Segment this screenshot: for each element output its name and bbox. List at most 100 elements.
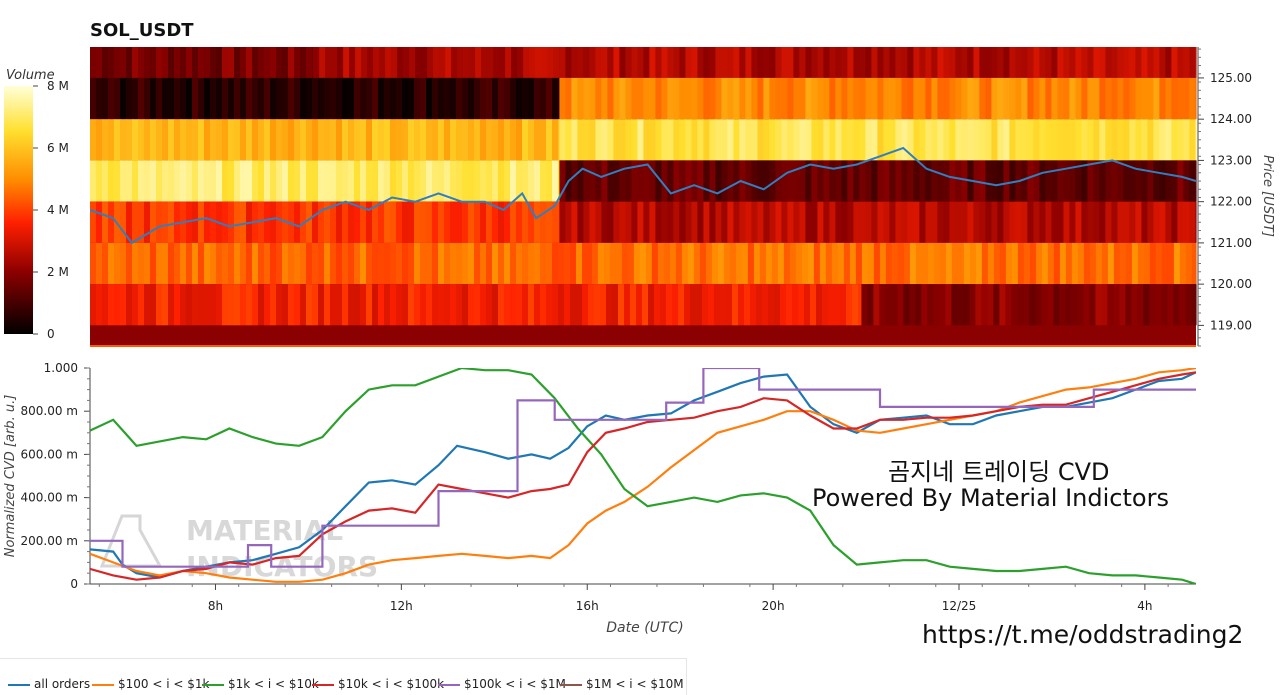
heatmap-cell (559, 47, 566, 78)
heatmap-cell (192, 77, 199, 120)
heatmap-cell (144, 242, 151, 285)
heatmap-cell (871, 119, 878, 161)
heatmap-cell (150, 47, 157, 78)
heatmap-cell (438, 201, 445, 243)
heatmap-cell (349, 47, 356, 78)
heatmap-cell (342, 77, 349, 120)
price-axis-label: Price [USDT] (1260, 155, 1275, 237)
heatmap-cell (913, 77, 920, 120)
heatmap-cell (366, 160, 373, 202)
heatmap-cell (1107, 284, 1114, 326)
heatmap-cell (1069, 119, 1076, 161)
heatmap-cell (805, 160, 812, 202)
heatmap-cell (468, 284, 475, 326)
heatmap-cell (186, 201, 193, 243)
heatmap-cell (408, 160, 415, 202)
heatmap-cell (879, 242, 887, 285)
heatmap-cell (985, 201, 992, 243)
heatmap-cell (408, 119, 415, 161)
heatmap-cell (1065, 284, 1072, 326)
heatmap-cell (757, 201, 764, 243)
heatmap-cell (655, 160, 662, 202)
heatmap-cell (474, 201, 481, 243)
heatmap-cell (366, 201, 373, 243)
heatmap-cell (451, 47, 458, 78)
heatmap-cell (853, 201, 860, 243)
heatmap-cell (216, 119, 223, 161)
heatmap-cell (535, 47, 542, 78)
heatmap-cell (831, 242, 839, 285)
legend-item[interactable]: all orders (8, 677, 90, 691)
heatmap-cell (685, 77, 692, 120)
heatmap-cell (1063, 119, 1070, 161)
heatmap-cell (915, 242, 923, 285)
heatmap-cell (817, 160, 824, 202)
legend-item[interactable]: $10k < i < $100k (312, 677, 444, 691)
heatmap-cell (528, 119, 535, 161)
heatmap-cell (589, 47, 596, 78)
heatmap-cell (138, 77, 145, 120)
heatmap-cell (691, 47, 698, 78)
heatmap-cell (1165, 201, 1172, 243)
heatmap-cell (324, 201, 331, 243)
heatmap-cell (132, 242, 139, 285)
heatmap-cell (991, 47, 998, 78)
heatmap-cell (979, 201, 986, 243)
heatmap-cell (516, 77, 523, 120)
colorbar-tick-label: 4 M (47, 203, 69, 217)
heatmap-cell (180, 242, 187, 285)
heatmap-cell (793, 160, 800, 202)
heatmap-cell (762, 284, 769, 326)
heatmap-cell (180, 284, 187, 326)
heatmap-cell (120, 284, 127, 326)
legend-item[interactable]: $100 < i < $1k (92, 677, 209, 691)
heatmap-cell (564, 242, 571, 285)
heatmap-cell (1123, 47, 1130, 78)
price-line (90, 146, 1196, 245)
heatmap-cell (432, 201, 439, 243)
heatmap-cell (697, 47, 704, 78)
heatmap-cell (1111, 119, 1118, 161)
heatmap-cell (649, 47, 656, 78)
heatmap-cell (504, 119, 511, 161)
heatmap-cell (444, 119, 451, 161)
heatmap-cell (1123, 160, 1130, 202)
legend-swatch (92, 683, 114, 686)
heatmap-cell (829, 201, 836, 243)
heatmap-cell (1173, 284, 1180, 326)
heatmap-cell (540, 77, 547, 120)
heatmap-cell (943, 47, 950, 78)
heatmap-cell (528, 201, 535, 243)
legend-item[interactable]: $100k < i < $1M (438, 677, 566, 691)
heatmap-cell (210, 119, 217, 161)
heatmap-cell (1171, 201, 1178, 243)
heatmap-cell (703, 77, 710, 120)
heatmap-cell (318, 160, 325, 202)
heatmap-cell (715, 47, 722, 78)
legend-item[interactable]: $1k < i < $10k (202, 677, 319, 691)
heatmap-cell (1117, 119, 1124, 161)
heatmap-cell (949, 47, 956, 78)
price-axis-tick-label: 125.00 (1210, 71, 1252, 85)
heatmap-cell (655, 77, 662, 120)
heatmap-cell (1195, 77, 1197, 120)
heatmap-cell (999, 284, 1006, 326)
cvd-x-tick-label: 16h (576, 599, 599, 613)
heatmap-cell (873, 284, 880, 326)
heatmap-cell (210, 77, 217, 120)
legend-label: $1k < i < $10k (228, 677, 319, 691)
heatmap-cell (1155, 242, 1163, 285)
heatmap-cell (1087, 119, 1094, 161)
heatmap-cell (360, 77, 367, 120)
heatmap-cell (270, 77, 277, 120)
heatmap-cell (649, 77, 656, 120)
heatmap-cell (96, 47, 103, 78)
heatmap-cell (1059, 284, 1066, 326)
heatmap-cell (234, 47, 241, 78)
heatmap-cell (336, 77, 343, 120)
heatmap-cell (733, 77, 740, 120)
heatmap-cell (480, 201, 487, 243)
heatmap-cell (348, 119, 355, 161)
heatmap-cell (168, 160, 175, 202)
legend-item[interactable]: $1M < i < $10M (560, 677, 684, 691)
